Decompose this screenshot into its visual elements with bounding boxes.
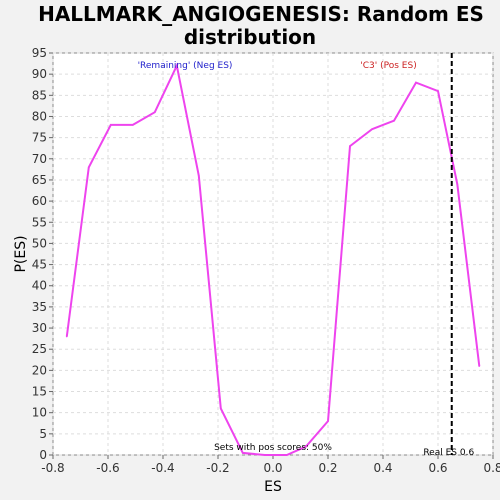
data-point [197,174,200,177]
x-tick-label: -0.4 [151,461,174,475]
y-tick-label: 40 [32,279,47,293]
y-tick-label: 95 [32,46,47,60]
x-tick-label: 0.4 [373,461,392,475]
y-tick-label: 70 [32,152,47,166]
series-line [65,62,481,456]
y-tick-label: 85 [32,88,47,102]
y-tick-label: 80 [32,109,47,123]
annotation-real-es: Real ES 0.6 [423,448,474,458]
x-axis: -0.8 -0.6 -0.4 -0.2 0.0 0.2 0.4 0.6 0.8 [41,455,500,475]
chart-title-line1: HALLMARK_ANGIOGENESIS: Random ES [38,2,484,26]
data-point [153,111,156,114]
y-tick-label: 0 [39,448,47,462]
grid [52,52,494,456]
data-point [131,124,134,126]
x-tick-label: 0.8 [483,461,500,475]
data-point [241,452,244,454]
y-tick-label: 90 [32,67,47,81]
data-point [371,128,373,130]
x-tick-label: 0.2 [318,461,337,475]
x-tick-label: 0.0 [263,461,282,475]
y-tick-label: 5 [39,427,47,441]
y-tick-label: 25 [32,342,47,356]
data-point [327,420,329,422]
y-tick-label: 60 [32,194,47,208]
y-tick-label: 50 [32,236,47,250]
data-point [393,119,395,122]
data-point [478,365,481,367]
y-tick-label: 55 [32,215,47,229]
data-point [87,166,90,169]
y-tick-label: 35 [32,300,47,314]
y-axis: 0 5 10 15 20 25 30 35 40 45 50 55 60 65 70 75 80 85 90 95 [32,46,53,462]
y-axis-label: P(ES) [13,235,29,272]
y-tick-label: 30 [32,321,47,335]
annotation-pos-es: 'C3' (Pos ES) [360,61,416,71]
data-point [175,64,178,67]
data-point [219,407,222,410]
data-point [415,81,417,84]
annotation-neg-es: 'Remaining' (Neg ES) [138,61,233,71]
data-point [263,454,266,456]
x-axis-label: ES [264,479,282,495]
y-tick-label: 45 [32,258,47,272]
data-point [349,145,351,147]
y-tick-label: 75 [32,131,47,145]
x-tick-label: -0.2 [206,461,229,475]
data-point [305,445,307,448]
y-tick-label: 65 [32,173,47,187]
data-point [456,183,459,185]
annotation-pos-scores: Sets with pos scores: 50% [214,443,332,453]
x-tick-label: -0.8 [41,461,64,475]
data-point [109,124,112,126]
series-group [65,62,481,456]
chart-title-line2: distribution [184,25,316,49]
x-tick-label: -0.6 [96,461,119,475]
y-tick-label: 20 [32,363,47,377]
y-tick-label: 10 [32,406,47,420]
data-point [285,454,288,456]
y-tick-label: 15 [32,385,47,399]
data-point [437,90,439,92]
data-point [65,335,68,338]
x-tick-label: 0.6 [428,461,447,475]
